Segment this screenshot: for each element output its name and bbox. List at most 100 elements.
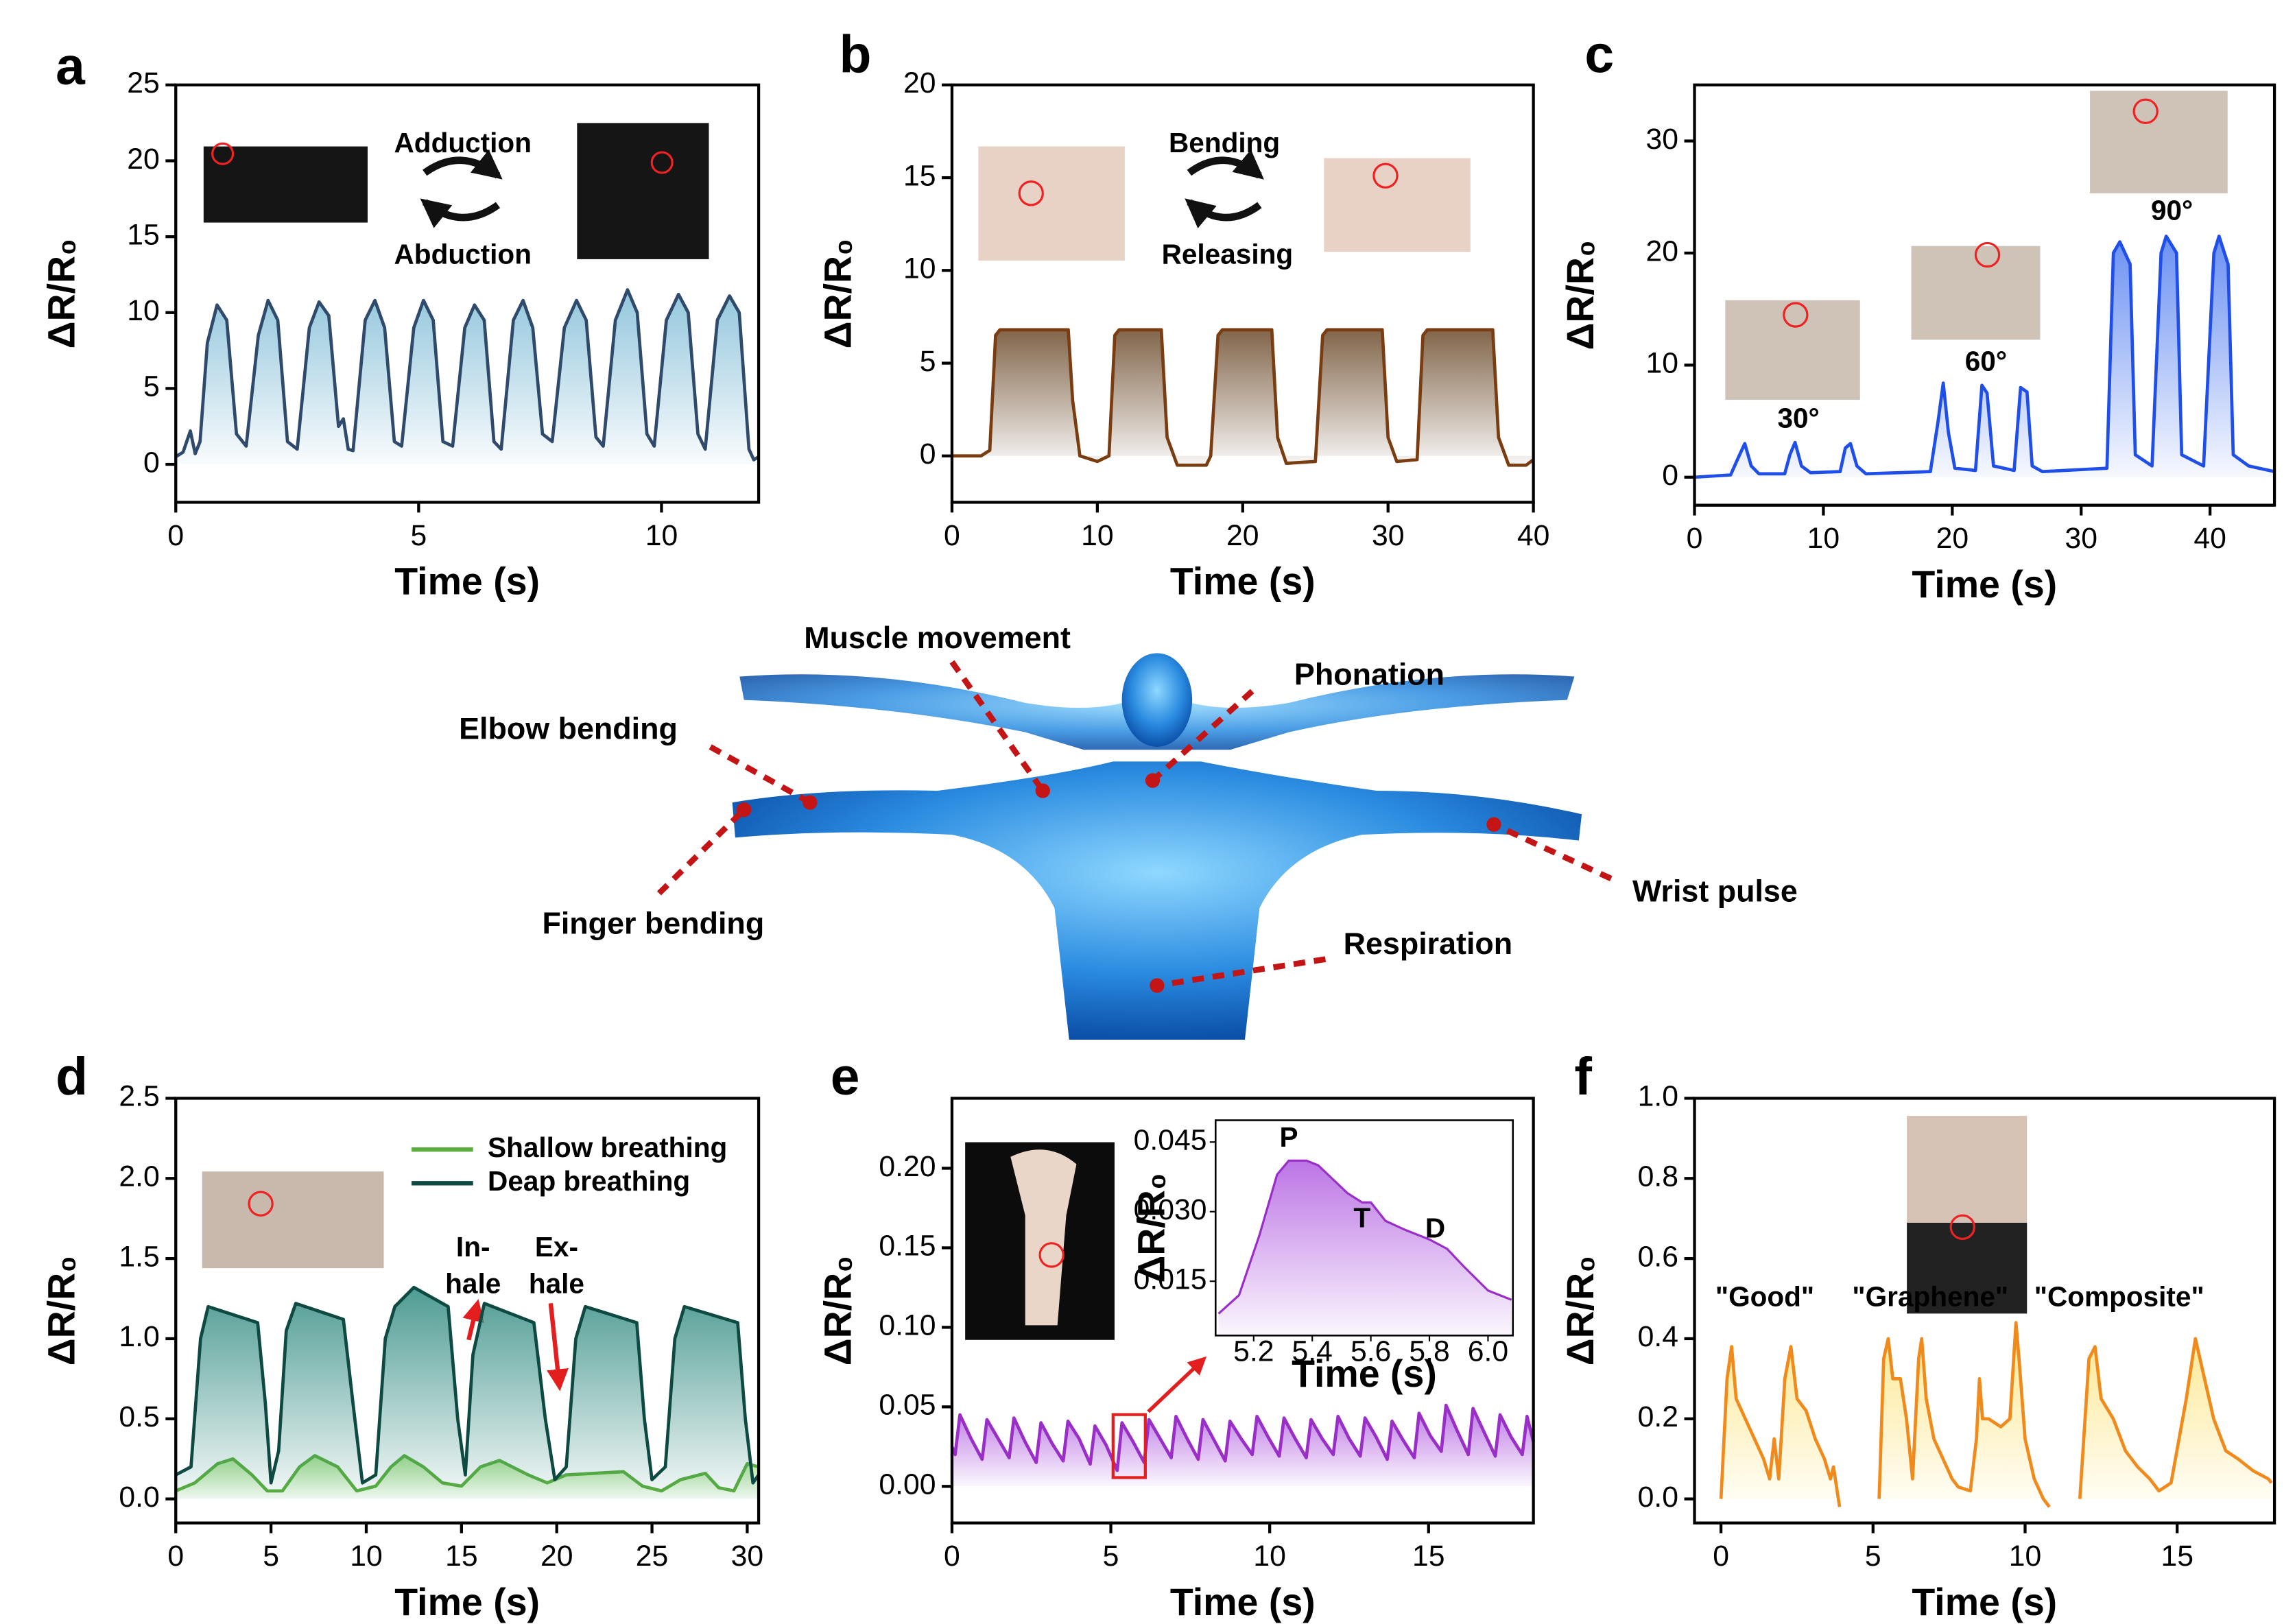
y-tick-label: 1.0	[1638, 1080, 1678, 1113]
annotation: Abduction	[394, 238, 532, 270]
legend-label: Deap breathing	[488, 1165, 690, 1197]
x-tick-label: 30	[1372, 519, 1404, 552]
annotation: 60°	[1965, 345, 2007, 377]
x-axis-label: Time (s)	[394, 1581, 540, 1623]
axes-frame	[1215, 1119, 1514, 1337]
sensor-dot	[1150, 978, 1165, 993]
series-area	[176, 1287, 759, 1499]
axes-frame	[1693, 83, 2276, 507]
x-tick-label: 30	[2065, 522, 2097, 555]
y-tick-label: 5	[920, 345, 936, 378]
x-tick-label: 10	[1081, 519, 1113, 552]
y-tick-label: 0.15	[879, 1230, 936, 1263]
x-axis-label: Time (s)	[394, 560, 540, 603]
y-tick-label: 0.4	[1638, 1320, 1678, 1353]
photo	[577, 123, 709, 259]
x-axis-label: Time (s)	[1912, 563, 2057, 606]
annotation: hale	[445, 1267, 501, 1299]
pointer-line	[1150, 689, 1254, 783]
zoom-box	[1111, 1413, 1147, 1479]
annotation: "Graphene"	[1852, 1281, 2008, 1313]
annotation: Releasing	[1162, 238, 1294, 270]
x-tick-label: 5.4	[1292, 1335, 1333, 1368]
cycle-arrow	[1187, 149, 1264, 180]
x-tick-label: 0	[167, 519, 184, 552]
axes-frame	[174, 1097, 761, 1525]
x-tick-label: 5	[410, 519, 427, 552]
cycle-arrow	[420, 198, 501, 228]
x-tick-label: 0	[944, 1540, 960, 1573]
y-tick-label: 20	[903, 67, 936, 99]
body-label: Elbow bending	[459, 710, 678, 745]
y-tick-label: 1.0	[119, 1320, 159, 1353]
y-tick-label: 0.015	[1134, 1263, 1207, 1295]
x-tick-label: 15	[445, 1540, 477, 1573]
y-tick-label: 20	[1646, 235, 1678, 267]
x-axis-label: Time (s)	[1170, 560, 1316, 603]
y-axis-label: ΔR/R₀	[1130, 1173, 1172, 1282]
panel-letter: a	[56, 37, 86, 96]
photo	[203, 146, 368, 223]
photo	[978, 146, 1125, 261]
x-tick-label: 0	[944, 519, 960, 552]
x-tick-label: 10	[350, 1540, 382, 1573]
y-tick-label: 0.2	[1638, 1400, 1678, 1433]
x-tick-label: 20	[1226, 519, 1259, 552]
inhale-arrow	[462, 1299, 484, 1341]
pointer-line	[1493, 822, 1613, 882]
x-axis-label: Time (s)	[1292, 1352, 1437, 1395]
marker	[650, 151, 674, 174]
annotation: hale	[529, 1267, 584, 1299]
annotation: In-	[456, 1231, 490, 1263]
body-figure: Muscle movement Phonation Elbow bending …	[459, 620, 1798, 1040]
panel: f 0 5 10 15 0.0 0.2 0.4 0.6 0.8 1.0 Time (s) ΔR/R₀ "G…	[1559, 1047, 2276, 1623]
photo	[202, 1171, 384, 1269]
series-area	[176, 289, 759, 465]
axes-frame	[174, 83, 761, 504]
annotation: D	[1425, 1212, 1445, 1243]
series-line	[175, 1285, 761, 1485]
y-tick-label: 10	[127, 294, 159, 327]
y-tick-label: 10	[1646, 347, 1678, 380]
y-axis-label: ΔR/R₀	[40, 1256, 83, 1365]
series-area	[1218, 1160, 1512, 1336]
x-tick-label: 20	[540, 1540, 573, 1573]
y-tick-label: 0.5	[119, 1400, 159, 1433]
y-tick-label: 0	[1662, 459, 1678, 492]
panel-letter: e	[831, 1047, 860, 1106]
x-tick-label: 5	[1865, 1540, 1881, 1573]
x-tick-label: 5	[263, 1540, 279, 1573]
y-axis-label: ΔR/R₀	[40, 239, 83, 348]
panel: d 0 5 10 15 20 25 30 0.0 0.5 1.0 1.5 2.0 2.5 Time (s) Δ…	[40, 1047, 764, 1623]
marker	[1038, 1242, 1065, 1268]
pointer-line	[656, 807, 746, 896]
cycle-arrow	[1185, 198, 1262, 228]
series-line	[1217, 1159, 1512, 1315]
panel: e 0 5 10 15 0.00 0.05 0.10 0.15 0.20 Time (s) ΔR/R₀	[816, 1047, 1535, 1623]
annotation: P	[1280, 1121, 1298, 1153]
x-axis-label: Time (s)	[1170, 1581, 1316, 1623]
x-tick-label: 5	[1103, 1540, 1119, 1573]
y-tick-label: 2.0	[119, 1160, 159, 1193]
y-tick-label: 1.5	[119, 1240, 159, 1273]
x-tick-label: 15	[2161, 1540, 2193, 1573]
marker	[1974, 241, 2001, 268]
panel: a 0 5 10 0 5 10 15 20 25 Time (s) ΔR/R₀ Adduction Abd…	[40, 37, 761, 603]
cycle-arrow	[423, 150, 503, 180]
y-axis-label: ΔR/R₀	[816, 239, 859, 348]
x-axis-label: Time (s)	[1912, 1581, 2057, 1623]
body-label: Muscle movement	[804, 620, 1071, 655]
panel: 5.2 5.4 5.6 5.8 6.0 0.015 0.030 0.045 Time (s) ΔR…	[1130, 1119, 1514, 1395]
y-tick-label: 0.0	[119, 1481, 159, 1514]
sensor-dot	[1145, 773, 1161, 788]
body-label: Wrist pulse	[1632, 873, 1798, 908]
panel-letter: c	[1584, 25, 1614, 84]
annotation: 90°	[2151, 194, 2193, 226]
series-line	[175, 288, 760, 462]
y-tick-label: 0.10	[879, 1309, 936, 1342]
annotation: Adduction	[394, 127, 532, 158]
pointer-line	[709, 744, 811, 805]
torso-arms	[732, 761, 1582, 1040]
